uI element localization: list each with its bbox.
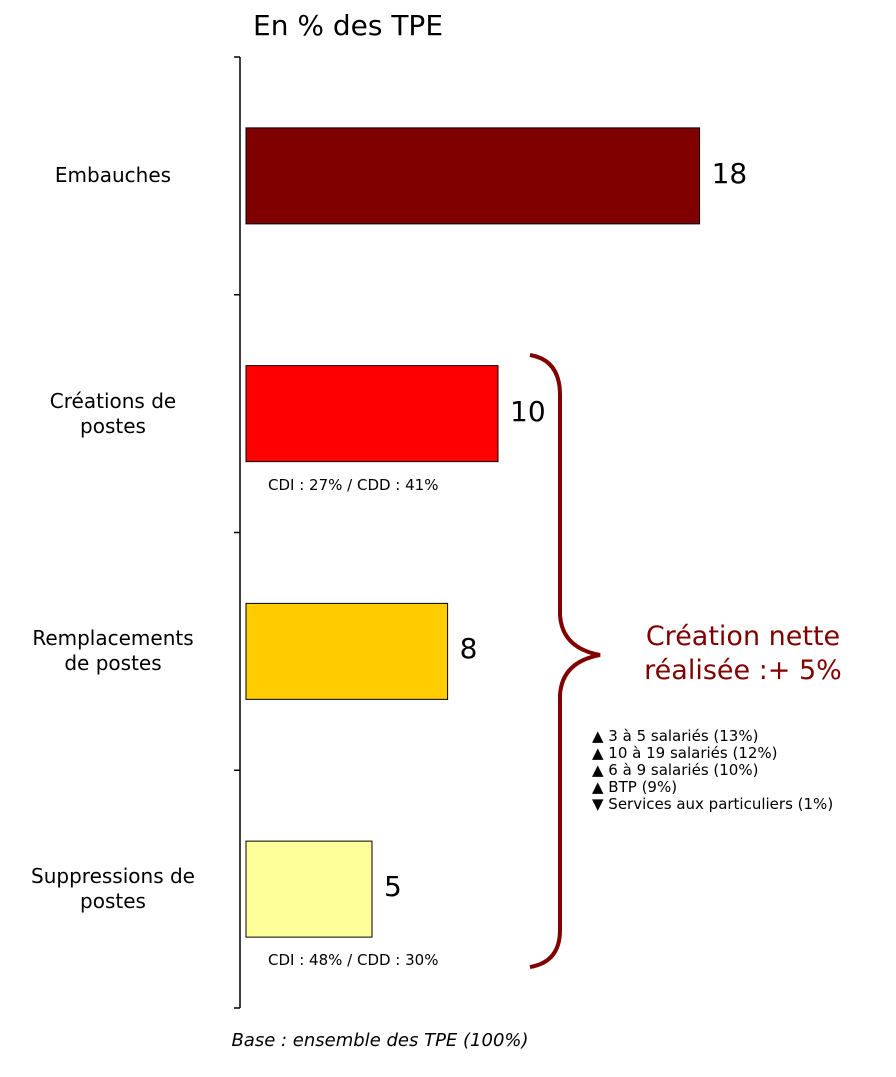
value-label: 5 bbox=[384, 870, 402, 904]
value-label: 8 bbox=[459, 632, 478, 666]
bar bbox=[245, 602, 449, 700]
value-label: 10 bbox=[510, 394, 546, 428]
value-label: 18 bbox=[711, 156, 748, 190]
bar bbox=[245, 840, 373, 938]
detail-item: ▲ BTP (9%) bbox=[592, 778, 678, 796]
detail-item: ▼ Services aux particuliers (1%) bbox=[592, 795, 834, 813]
category-label: Remplacements de postes bbox=[32, 626, 194, 676]
chart-title: En % des TPE bbox=[253, 9, 444, 42]
bar-note: CDI : 27% / CDD : 41% bbox=[268, 475, 439, 494]
category-label: Suppressions de postes bbox=[31, 864, 195, 914]
annotation: Création nette réalisée :+ 5% bbox=[644, 621, 842, 686]
footnote: Base : ensemble des TPE (100%) bbox=[231, 1030, 529, 1051]
category-label: Embauches bbox=[54, 163, 172, 188]
detail-item: ▲ 10 à 19 salariés (12%) bbox=[592, 744, 778, 762]
bar bbox=[245, 127, 701, 225]
bar-note: CDI : 48% / CDD : 30% bbox=[268, 951, 439, 970]
detail-item: ▲ 6 à 9 salariés (10%) bbox=[592, 761, 759, 779]
bar bbox=[245, 365, 499, 463]
brace bbox=[529, 353, 601, 969]
category-label: Créations de postes bbox=[49, 388, 177, 438]
detail-item: ▲ 3 à 5 salariés (13%) bbox=[592, 727, 759, 745]
